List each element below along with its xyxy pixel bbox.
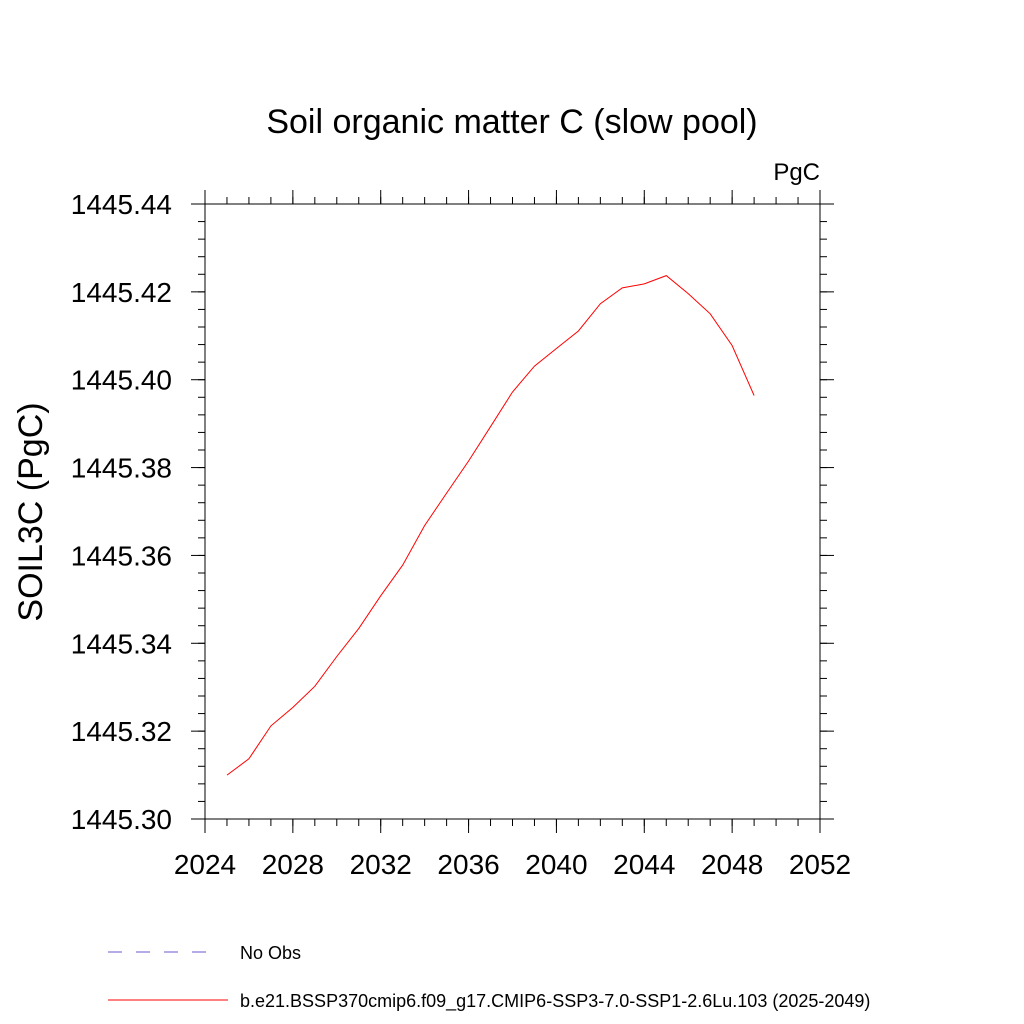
x-tick-label: 2028 [262, 849, 324, 880]
legend: No Obs b.e21.BSSP370cmip6.f09_g17.CMIP6-S… [108, 943, 870, 1012]
series-group [226, 275, 755, 776]
x-tick-label: 2036 [437, 849, 499, 880]
x-tick-label: 2044 [613, 849, 675, 880]
plot-frame [204, 203, 821, 820]
y-tick-label: 1445.32 [71, 716, 172, 747]
y-tick-label: 1445.34 [71, 628, 172, 659]
y-tick-labels: 1445.30 1445.32 1445.34 1445.36 1445.38 1445.… [71, 189, 172, 835]
y-tick-label: 1445.36 [71, 540, 172, 571]
x-tick-label: 2032 [350, 849, 412, 880]
x-tick-label: 2048 [701, 849, 763, 880]
y-tick-label: 1445.40 [71, 365, 172, 396]
legend-label: No Obs [240, 943, 301, 963]
units-label: PgC [773, 159, 820, 186]
x-tick-label: 2024 [174, 849, 236, 880]
y-tick-label: 1445.38 [71, 453, 172, 484]
chart-title: Soil organic matter C (slow pool) [266, 103, 757, 141]
y-tick-label: 1445.30 [71, 804, 172, 835]
x-tick-label: 2040 [525, 849, 587, 880]
series-line [226, 275, 755, 776]
y-tick-label: 1445.44 [71, 189, 172, 220]
x-tick-labels: 2024 2028 2032 2036 2040 2044 2048 2052 [174, 849, 851, 880]
legend-label: b.e21.BSSP370cmip6.f09_g17.CMIP6-SSP3-7.… [240, 991, 870, 1012]
x-tick-label: 2052 [789, 849, 851, 880]
y-tick-label: 1445.42 [71, 277, 172, 308]
y-axis-label: SOIL3C (PgC) [12, 402, 50, 621]
axis-ticks [191, 190, 834, 833]
